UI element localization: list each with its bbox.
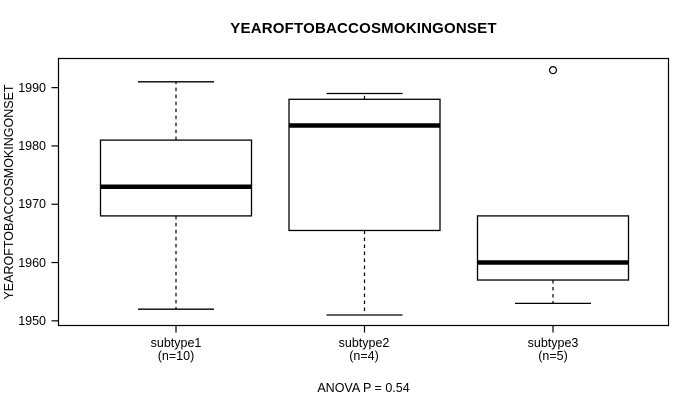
iqr-box — [476, 215, 630, 281]
group-label: subtype2 — [338, 336, 390, 350]
y-tick-label: 1960 — [18, 255, 46, 270]
y-tick-label: 1970 — [18, 197, 46, 212]
x-tick-label-subtype3: subtype3 (n=5) — [488, 337, 618, 362]
x-tick-label-subtype1: subtype1 (n=10) — [111, 337, 241, 362]
outlier-point — [548, 66, 558, 75]
group-count: (n=4) — [349, 348, 379, 363]
group-count: (n=10) — [157, 348, 195, 363]
y-tick-label: 1950 — [18, 313, 46, 328]
group-label: subtype1 — [150, 336, 202, 350]
y-tick-label: 1980 — [18, 138, 46, 153]
group-count: (n=5) — [538, 348, 568, 363]
chart-title: YEAROFTOBACCOSMOKINGONSET — [230, 20, 497, 37]
y-tick-label: 1990 — [18, 80, 46, 95]
group-label: subtype3 — [527, 336, 579, 350]
iqr-box — [288, 98, 441, 232]
iqr-box — [99, 139, 253, 217]
x-tick-label-subtype2: subtype2 (n=4) — [299, 337, 429, 362]
anova-p-note: ANOVA P = 0.54 — [317, 381, 410, 395]
plot-border — [57, 57, 670, 327]
